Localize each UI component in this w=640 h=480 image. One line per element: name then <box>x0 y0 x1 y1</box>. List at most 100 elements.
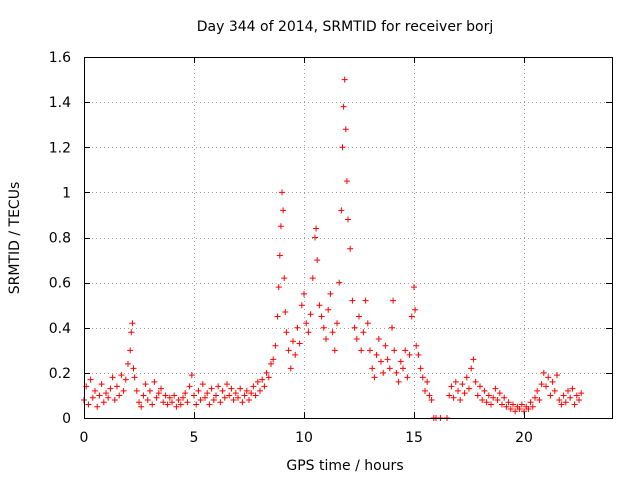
data-point <box>342 126 349 133</box>
data-point <box>138 403 145 410</box>
y-tick-label: 0.4 <box>49 321 71 337</box>
data-point <box>558 401 565 408</box>
data-point <box>413 342 420 349</box>
x-tick-labels: 0 5 10 15 20 <box>80 430 533 446</box>
data-point <box>369 365 376 372</box>
data-point <box>193 401 200 408</box>
data-point <box>235 394 241 401</box>
data-point <box>411 284 417 291</box>
data-point <box>259 376 266 383</box>
data-point <box>562 399 569 406</box>
data-point <box>534 387 541 394</box>
data-point <box>301 290 307 297</box>
data-point <box>103 390 109 397</box>
data-points <box>81 76 585 421</box>
data-point <box>481 387 488 394</box>
data-point <box>111 396 118 403</box>
data-point <box>279 189 285 196</box>
data-point <box>426 392 433 399</box>
data-point <box>382 342 389 349</box>
data-point <box>166 394 173 401</box>
data-point <box>412 306 419 313</box>
data-point <box>173 403 180 410</box>
data-point <box>490 394 497 401</box>
data-point <box>280 207 287 214</box>
data-point <box>529 403 536 410</box>
data-point <box>287 365 294 372</box>
data-point <box>507 405 514 412</box>
data-point <box>488 401 494 408</box>
data-point <box>232 390 239 397</box>
data-point <box>406 351 413 358</box>
data-point <box>204 390 211 397</box>
data-point <box>162 392 169 399</box>
data-point <box>89 394 96 401</box>
data-point <box>323 336 329 343</box>
data-point <box>153 394 160 401</box>
data-point <box>516 405 523 412</box>
data-point <box>215 383 222 390</box>
data-point <box>331 347 338 354</box>
data-point <box>142 381 149 388</box>
data-point <box>128 329 135 336</box>
grid-lines <box>84 57 612 418</box>
data-point <box>213 392 219 399</box>
x-tick-label: 15 <box>405 430 423 446</box>
data-point <box>554 372 560 379</box>
data-point <box>127 347 134 354</box>
data-point <box>518 401 525 408</box>
data-point <box>309 275 316 282</box>
data-point <box>567 394 574 401</box>
data-point <box>457 396 464 403</box>
data-point <box>576 396 582 403</box>
data-point <box>246 396 252 403</box>
y-axis-label: SRMTID / TECUs <box>7 182 23 295</box>
data-point <box>160 399 167 406</box>
data-point <box>452 378 459 385</box>
data-point <box>285 347 292 354</box>
data-point <box>290 338 296 345</box>
data-point <box>415 351 422 358</box>
data-point <box>400 365 406 372</box>
data-point <box>276 252 283 259</box>
data-point <box>402 347 409 354</box>
data-point <box>545 374 552 381</box>
data-point <box>356 313 362 320</box>
data-point <box>463 374 470 381</box>
data-point <box>461 390 468 397</box>
data-point <box>197 396 204 403</box>
data-point <box>202 394 208 401</box>
data-point <box>371 374 378 381</box>
y-tick-label: 1 <box>62 185 71 201</box>
data-point <box>206 401 213 408</box>
data-point <box>136 399 142 406</box>
data-point <box>122 376 129 383</box>
data-point <box>155 390 162 397</box>
data-point <box>129 320 136 327</box>
data-point <box>474 392 481 399</box>
data-point <box>329 329 336 336</box>
data-point <box>303 320 310 327</box>
data-point <box>358 347 365 354</box>
data-point <box>92 387 98 394</box>
data-point <box>307 311 314 318</box>
data-point <box>477 383 483 390</box>
data-point <box>188 372 195 379</box>
data-point <box>417 365 424 372</box>
data-point <box>573 392 580 399</box>
chart-title: Day 344 of 2014, SRMTID for receiver bor… <box>197 19 494 35</box>
data-point <box>237 385 244 392</box>
data-point <box>274 313 281 320</box>
data-point <box>466 385 472 392</box>
data-point <box>492 385 499 392</box>
data-point <box>107 385 114 392</box>
data-point <box>275 284 282 291</box>
data-point <box>219 387 226 394</box>
data-point <box>327 290 334 297</box>
data-point <box>547 392 554 399</box>
y-tick-label: 1.6 <box>49 50 71 66</box>
y-tick-label: 0.6 <box>49 276 71 292</box>
data-point <box>397 358 404 365</box>
data-point <box>389 324 395 331</box>
